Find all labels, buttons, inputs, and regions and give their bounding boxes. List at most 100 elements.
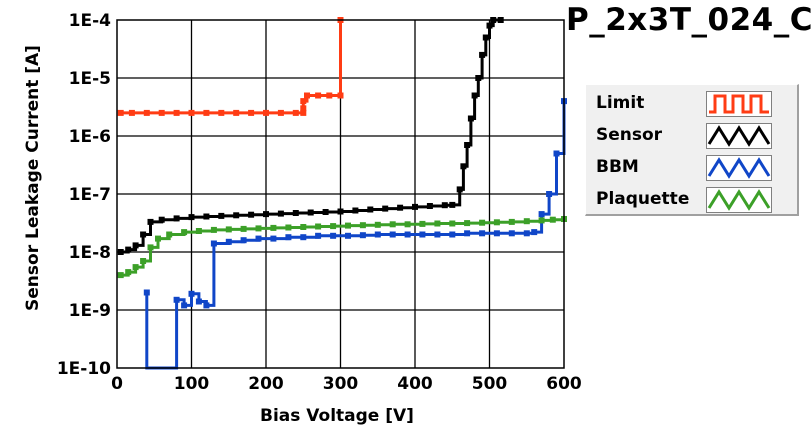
y-tick-label: 1E-10 [57, 359, 111, 379]
data-point [330, 232, 337, 239]
legend-swatch [706, 123, 772, 149]
data-point [147, 218, 154, 225]
data-point [181, 229, 188, 236]
y-axis-label: Sensor Leakage Current [A] [23, 45, 43, 311]
data-point [117, 272, 124, 279]
data-point [225, 238, 232, 245]
data-point [546, 191, 553, 197]
data-point [117, 109, 124, 116]
data-point [382, 205, 389, 212]
data-point [404, 221, 411, 228]
legend-label: Limit [596, 93, 645, 113]
legend-swatch-line [707, 157, 771, 179]
y-tick-label: 1E-5 [69, 69, 111, 89]
data-point [531, 229, 538, 236]
data-point [345, 232, 351, 239]
data-point [449, 231, 456, 238]
data-point [508, 230, 515, 237]
data-point [300, 109, 307, 116]
data-point [449, 220, 456, 227]
legend-swatch-svg [707, 157, 771, 179]
data-point [285, 234, 292, 241]
legend-swatch-line [709, 94, 769, 114]
data-point [117, 249, 124, 255]
data-point [464, 142, 471, 148]
x-tick-label: 400 [397, 374, 433, 394]
legend-swatch-svg [709, 94, 769, 114]
legend-swatch-line [707, 189, 771, 211]
data-point [352, 207, 359, 214]
data-point [173, 215, 180, 222]
data-point [292, 109, 299, 116]
legend-swatch-svg [707, 189, 771, 211]
y-tick-label: 1E-8 [69, 243, 111, 263]
data-point [140, 258, 147, 264]
data-point [195, 298, 202, 305]
data-point [300, 224, 307, 230]
data-point [128, 109, 135, 116]
legend-swatch-svg [707, 125, 771, 147]
data-point [173, 109, 180, 116]
data-point [195, 228, 202, 234]
data-point [143, 289, 150, 296]
data-point [479, 230, 486, 237]
x-tick-label: 600 [546, 374, 582, 394]
data-point [304, 92, 310, 99]
data-point [434, 220, 441, 227]
data-point [359, 232, 366, 239]
legend-swatch [706, 187, 772, 213]
y-tick-label: 1E-4 [69, 11, 111, 31]
legend-entry-bbm: BBM [586, 153, 798, 183]
data-point [359, 222, 366, 229]
data-point [140, 231, 147, 238]
y-tick-label: 1E-9 [69, 301, 111, 321]
data-point [173, 296, 180, 303]
data-point [233, 212, 240, 219]
data-point [345, 222, 351, 229]
data-point [225, 226, 232, 233]
legend-swatch-line [707, 125, 771, 147]
series-layer [117, 17, 567, 370]
data-point [475, 75, 482, 81]
y-tick-label: 1E-7 [69, 185, 111, 205]
data-point [464, 220, 471, 227]
x-tick-label: 100 [174, 374, 210, 394]
data-point [188, 214, 195, 221]
data-point [374, 221, 381, 228]
data-point [166, 231, 173, 238]
data-point [479, 51, 486, 58]
data-point [508, 218, 515, 225]
data-point [449, 201, 456, 208]
chart-title: P_2x3T_024_C [566, 2, 812, 38]
legend-label: BBM [596, 157, 639, 177]
series-line-limit [120, 20, 342, 115]
data-point [181, 302, 188, 309]
y-tick-label: 1E-6 [69, 127, 111, 147]
data-point [389, 221, 396, 228]
data-point [300, 234, 307, 241]
data-point [155, 235, 161, 242]
data-point [412, 203, 418, 210]
data-point [132, 264, 139, 271]
data-point [210, 226, 217, 233]
data-point [277, 109, 284, 116]
tick-labels: 0 100 200 300 400 500 600 1E-10 1E-9 1E-8 1E-7 1E-6… [57, 11, 582, 394]
data-point [218, 109, 225, 116]
data-point [315, 92, 322, 99]
data-point [549, 216, 556, 223]
data-point [248, 109, 255, 116]
data-point [482, 34, 489, 41]
data-point [337, 208, 344, 215]
data-point [203, 213, 210, 220]
data-point [158, 109, 165, 116]
x-tick-label: 300 [323, 374, 359, 394]
data-point [143, 109, 150, 116]
data-point [426, 203, 433, 209]
x-tick-label: 0 [111, 374, 123, 394]
data-point [467, 115, 474, 122]
data-point [240, 237, 247, 244]
data-point [270, 235, 277, 242]
data-point [404, 231, 411, 238]
